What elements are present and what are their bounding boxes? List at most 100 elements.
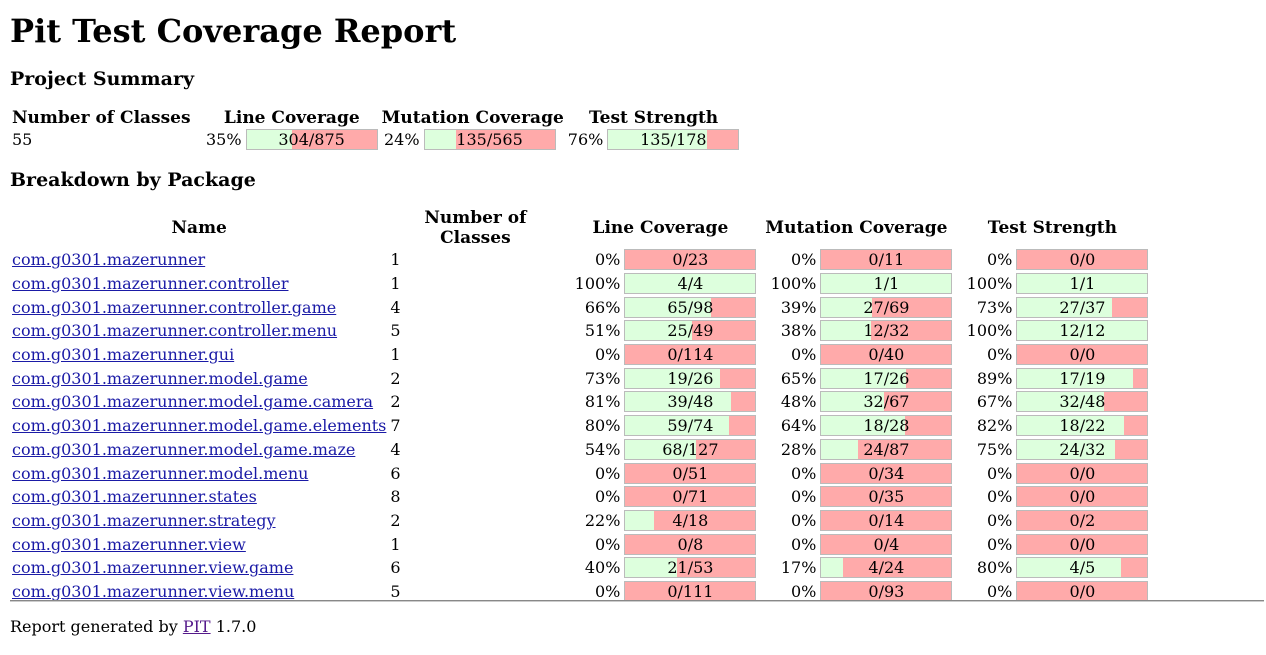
package-link[interactable]: com.g0301.mazerunner.view [12,534,246,554]
line-pct: 81% [584,392,621,412]
footer-divider [10,600,1264,602]
line-pct: 0% [595,487,621,507]
mutation-pct: 0% [791,534,817,554]
footer-prefix: Report generated by [10,617,178,636]
line-coverage-label: 25/49 [667,321,714,341]
package-classes: 6 [390,558,401,578]
summary-line-label: 304/875 [278,130,345,150]
test-strength-bar: 0/0 [1016,533,1149,555]
package-classes: 4 [390,297,401,317]
package-link[interactable]: com.g0301.mazerunner [12,250,206,270]
test-strength-bar: 0/0 [1016,580,1149,602]
package-classes: 7 [390,416,401,436]
test-strength-bar: 24/32 [1016,438,1149,460]
table-row: com.g0301.mazerunner.model.menu 6 0% 0/51 0%… [10,461,1150,485]
package-link[interactable]: com.g0301.mazerunner.controller.game [12,297,337,317]
mutation-coverage-label: 12/32 [863,321,910,341]
package-link[interactable]: com.g0301.mazerunner.gui [12,345,235,365]
package-link[interactable]: com.g0301.mazerunner.model.game.maze [12,439,356,459]
line-pct: 0% [595,345,621,365]
line-pct: 0% [595,581,621,601]
mutation-pct: 0% [791,345,817,365]
package-link[interactable]: com.g0301.mazerunner.strategy [12,510,276,530]
mutation-coverage-bar: 17/26 [820,367,953,389]
mutation-coverage-label: 0/11 [868,250,905,270]
test-strength-bar: 0/2 [1016,509,1149,531]
package-classes: 2 [390,510,401,530]
mutation-pct: 100% [770,274,817,294]
breakdown-heading: Breakdown by Package [10,169,256,191]
test-strength-label: 27/37 [1059,297,1106,317]
summary-classes-count: 55 [12,130,33,150]
package-breakdown-table: Name Number of Classes Line Coverage Mut… [10,208,1150,603]
mutation-coverage-bar: 0/34 [820,462,953,484]
line-pct: 0% [595,534,621,554]
package-link[interactable]: com.g0301.mazerunner.model.game [12,368,308,388]
package-link[interactable]: com.g0301.mazerunner.model.menu [12,463,309,483]
line-coverage-bar: 4/18 [624,509,757,531]
line-coverage-label: 68/127 [662,439,719,459]
package-link[interactable]: com.g0301.mazerunner.view.menu [12,581,295,601]
strength-pct: 75% [976,439,1013,459]
package-link[interactable]: com.g0301.mazerunner.states [12,487,257,507]
table-row: com.g0301.mazerunner.controller 1 100% 4/4 1… [10,272,1150,296]
line-coverage-label: 0/71 [672,487,709,507]
test-strength-bar: 4/5 [1016,557,1149,579]
mutation-coverage-bar: 0/11 [820,249,953,271]
package-link[interactable]: com.g0301.mazerunner.model.game.camera [12,392,374,412]
test-strength-bar: 27/37 [1016,296,1149,318]
mutation-pct: 28% [780,439,817,459]
table-row: com.g0301.mazerunner.view.game 6 40% 21/53 1… [10,556,1150,580]
strength-pct: 0% [987,510,1013,530]
test-strength-label: 32/48 [1059,392,1106,412]
package-classes: 4 [390,439,401,459]
package-link[interactable]: com.g0301.mazerunner.view.game [12,558,294,578]
table-row: com.g0301.mazerunner.gui 1 0% 0/114 0% 0/40 0%… [10,343,1150,367]
test-strength-label: 0/2 [1069,510,1096,530]
col-mutation: Mutation Coverage [765,218,948,238]
mutation-coverage-bar: 12/32 [820,320,953,342]
mutation-pct: 65% [780,368,817,388]
summary-line-bar: 304/875 [245,129,378,151]
summary-mutation-bar: 135/565 [423,129,556,151]
test-strength-label: 0/0 [1069,250,1096,270]
line-coverage-bar: 0/114 [624,344,757,366]
mutation-coverage-label: 0/93 [868,581,905,601]
test-strength-bar: 0/0 [1016,344,1149,366]
package-classes: 1 [390,274,401,294]
package-rows: com.g0301.mazerunner 1 0% 0/23 0% 0/11 0% 0/0 co… [10,248,1150,603]
test-strength-label: 0/0 [1069,487,1096,507]
package-classes: 6 [390,463,401,483]
line-coverage-bar: 21/53 [624,557,757,579]
test-strength-label: 12/12 [1059,321,1106,341]
package-link[interactable]: com.g0301.mazerunner.model.game.elements [12,416,387,436]
line-pct: 40% [584,558,621,578]
package-classes: 2 [390,392,401,412]
package-link[interactable]: com.g0301.mazerunner.controller [12,274,289,294]
mutation-pct: 17% [780,558,817,578]
table-row: com.g0301.mazerunner.controller.menu 5 51%… [10,319,1150,343]
pit-link[interactable]: PIT [182,617,211,636]
mutation-pct: 0% [791,510,817,530]
line-coverage-label: 19/26 [667,368,714,388]
summary-strength-pct: 76% [567,130,604,150]
test-strength-label: 0/0 [1069,345,1096,365]
test-strength-label: 0/0 [1069,581,1096,601]
page-title: Pit Test Coverage Report [10,12,457,50]
table-row: com.g0301.mazerunner.model.game.camera 2 8… [10,390,1150,414]
line-coverage-label: 0/23 [672,250,709,270]
test-strength-bar: 0/0 [1016,249,1149,271]
line-coverage-label: 39/48 [667,392,714,412]
table-row: com.g0301.mazerunner 1 0% 0/23 0% 0/11 0% 0/0 [10,248,1150,272]
test-strength-label: 0/0 [1069,534,1096,554]
mutation-pct: 0% [791,581,817,601]
mutation-coverage-bar: 32/67 [820,391,953,413]
mutation-coverage-label: 24/87 [863,439,910,459]
test-strength-bar: 18/22 [1016,415,1149,437]
test-strength-bar: 32/48 [1016,391,1149,413]
line-pct: 0% [595,250,621,270]
line-coverage-bar: 59/74 [624,415,757,437]
line-coverage-label: 0/114 [667,345,714,365]
line-coverage-label: 0/111 [667,581,714,601]
package-link[interactable]: com.g0301.mazerunner.controller.menu [12,321,338,341]
